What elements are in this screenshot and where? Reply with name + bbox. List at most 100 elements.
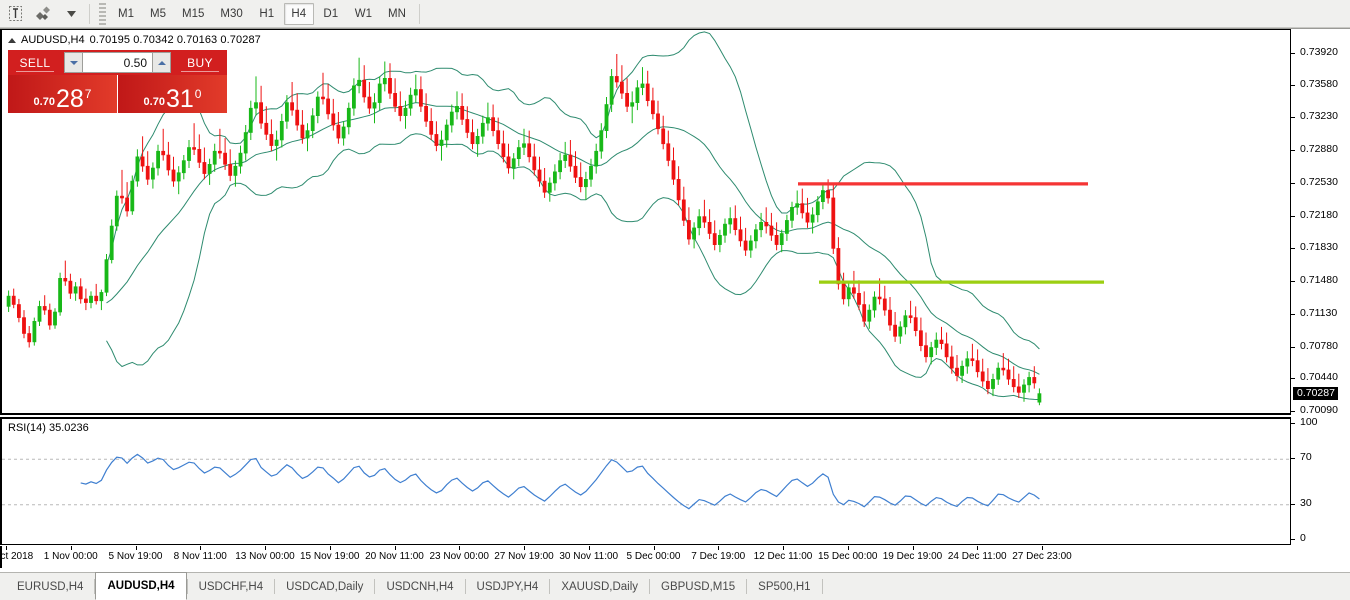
- candle-body: [42, 306, 47, 311]
- candle-body: [779, 233, 784, 245]
- candle-body: [125, 197, 130, 212]
- volume-increment-button[interactable]: [152, 52, 171, 73]
- candle-body: [599, 130, 604, 152]
- time-axis-label: 5 Dec 00:00: [626, 551, 681, 562]
- one-click-trading-panel: SELL 0.50 BUY 0.70 28: [8, 50, 227, 113]
- price-scale-label: 0.71830: [1300, 241, 1338, 254]
- tab-divider: [649, 579, 651, 594]
- candle-body: [207, 164, 212, 174]
- price-tick: [1291, 117, 1295, 119]
- candle-body: [202, 162, 207, 174]
- toolbar-divider-2: [418, 3, 420, 24]
- symbol-tab-xauusd-daily[interactable]: XAUUSD,Daily: [561, 580, 639, 593]
- timeframe-h1-button[interactable]: H1: [259, 7, 275, 20]
- bid-price-display[interactable]: 0.70 28 7: [8, 75, 117, 113]
- oct-top-row: SELL 0.50 BUY: [8, 50, 227, 75]
- timeframe-m5-button[interactable]: M5: [150, 7, 166, 20]
- candle-body: [800, 203, 805, 214]
- candle-body: [666, 143, 671, 161]
- candle-body: [867, 309, 872, 322]
- timeframe-d1-button[interactable]: D1: [323, 7, 339, 20]
- candle-body: [434, 134, 439, 146]
- candle-body: [357, 79, 362, 87]
- buy-button[interactable]: BUY: [173, 50, 227, 75]
- symbol-tab-audusd-h4[interactable]: AUDUSD,H4: [95, 572, 187, 600]
- price-scale-label: 0.73230: [1300, 110, 1338, 123]
- candle-body: [130, 180, 135, 212]
- time-tick: [394, 546, 396, 550]
- symbol-tab-usdjpy-h4[interactable]: USDJPY,H4: [476, 580, 539, 593]
- toolbar-grip[interactable]: [99, 2, 106, 25]
- timeframe-w1-button[interactable]: W1: [354, 7, 372, 20]
- symbol-tab-usdcad-daily[interactable]: USDCAD,Daily: [286, 580, 364, 593]
- volume-input[interactable]: 0.50: [83, 52, 152, 73]
- candle-body: [439, 139, 444, 146]
- candle-body: [594, 150, 599, 167]
- candle-body: [491, 117, 496, 131]
- candle-body: [274, 139, 279, 146]
- timeframe-m15-button[interactable]: M15: [182, 7, 205, 20]
- candle-body: [511, 158, 516, 169]
- candle-body: [908, 315, 913, 318]
- rsi-scale-label: 100: [1300, 416, 1318, 428]
- candle-body: [527, 143, 532, 158]
- chevron-down-icon[interactable]: [58, 2, 84, 26]
- candle-body: [171, 169, 176, 182]
- timeframe-h4-button[interactable]: H4: [283, 2, 314, 25]
- candle-body: [403, 107, 408, 116]
- candle-body: [888, 309, 892, 326]
- candle-body: [243, 132, 248, 154]
- time-tick: [977, 546, 979, 550]
- candle-body: [295, 109, 300, 126]
- timeframe-m30-button[interactable]: M30: [220, 7, 243, 20]
- price-tick: [1291, 411, 1295, 412]
- candle-body: [841, 283, 846, 300]
- price-chart-pane[interactable]: AUDUSD,H4 0.70195 0.70342 0.70163 0.7028…: [0, 29, 1290, 415]
- price-scale-label: 0.73580: [1300, 77, 1338, 90]
- candle-body: [166, 154, 171, 171]
- ask-prefix: 0.70: [143, 96, 165, 108]
- tab-divider: [274, 579, 276, 594]
- templates-icon[interactable]: [30, 2, 56, 26]
- candle-body: [676, 179, 681, 201]
- candle-body: [547, 182, 552, 193]
- candle-body: [284, 102, 289, 122]
- symbol-tab-usdchf-h4[interactable]: USDCHF,H4: [198, 580, 264, 593]
- timeframe-mn-button[interactable]: MN: [388, 7, 406, 20]
- price-scale[interactable]: 0.73920 0.73580 0.73230 0.72880 0.72530 0.721…: [1290, 29, 1350, 416]
- candle-body: [506, 156, 511, 169]
- candle-body: [949, 356, 954, 369]
- candle-body: [985, 380, 990, 390]
- candle-body: [114, 195, 119, 227]
- candle-body: [1027, 377, 1032, 386]
- candle-body: [872, 296, 877, 311]
- symbol-tab-eurusd-h4[interactable]: EURUSD,H4: [17, 580, 84, 593]
- crosshair-cursor-icon[interactable]: [2, 2, 28, 26]
- candle-body: [398, 106, 403, 116]
- oct-price-row: 0.70 28 7 0.70 31 0: [8, 75, 227, 113]
- time-axis-label: 23 Nov 00:00: [429, 551, 490, 562]
- sell-button[interactable]: SELL: [8, 50, 62, 75]
- candle-body: [537, 169, 542, 182]
- candle-body: [192, 147, 197, 150]
- time-tick: [459, 546, 461, 550]
- candle-body: [73, 286, 78, 294]
- rsi-label: RSI(14) 35.0236: [8, 422, 89, 434]
- symbol-tab-sp500-h1[interactable]: SP500,H1: [758, 580, 811, 593]
- candle-body: [790, 207, 794, 221]
- time-tick: [718, 546, 720, 550]
- ask-price-display[interactable]: 0.70 31 0: [117, 75, 227, 113]
- volume-decrement-button[interactable]: [64, 52, 83, 73]
- bid-prefix: 0.70: [33, 96, 55, 108]
- rsi-indicator-pane[interactable]: RSI(14) 35.0236: [0, 417, 1290, 545]
- timeframe-m1-button[interactable]: M1: [118, 7, 134, 20]
- symbol-tab-gbpusd-m15[interactable]: GBPUSD,M15: [661, 580, 736, 593]
- candle-body: [568, 154, 573, 167]
- rsi-tick: [1291, 504, 1295, 506]
- time-tick: [6, 546, 7, 550]
- candle-body: [846, 287, 851, 300]
- time-tick: [70, 546, 72, 550]
- rsi-scale[interactable]: 100 70 30 0: [1290, 417, 1350, 545]
- symbol-tab-usdcnh-h4[interactable]: USDCNH,H4: [386, 580, 454, 593]
- candle-body: [429, 121, 434, 135]
